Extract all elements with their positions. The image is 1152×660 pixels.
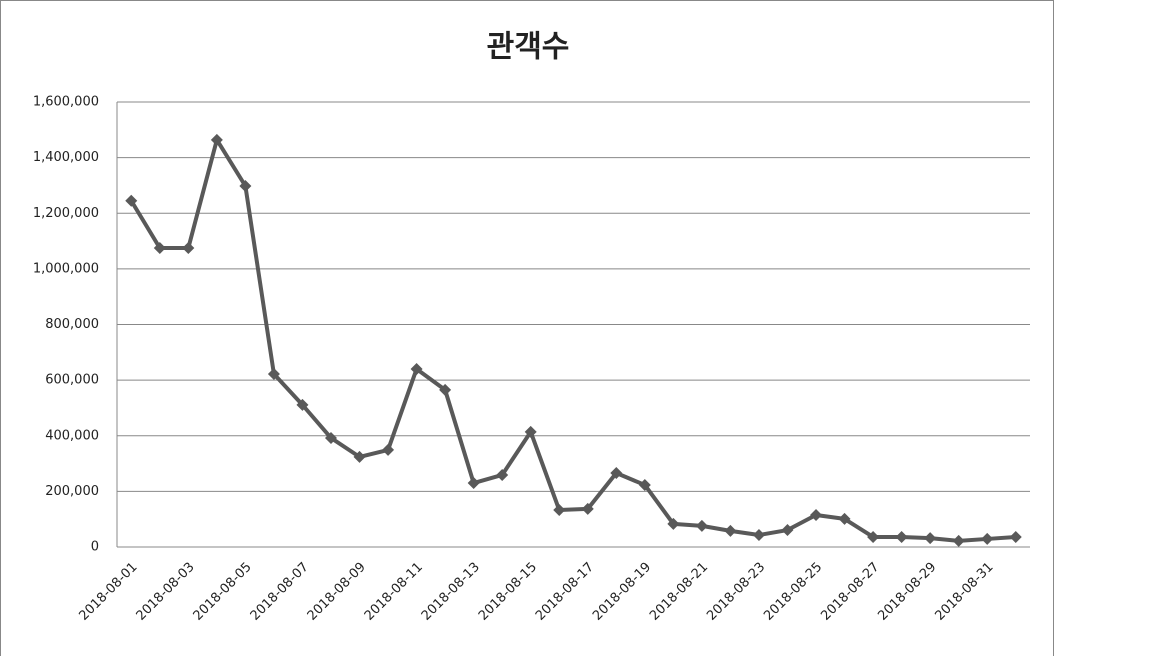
- marker: [1009, 530, 1022, 543]
- marker: [410, 363, 423, 375]
- y-tick-label: 1,000,000: [33, 261, 99, 276]
- marker: [581, 502, 594, 515]
- marker: [553, 504, 566, 517]
- y-tick-label: 800,000: [45, 317, 99, 332]
- marker: [610, 467, 623, 480]
- y-tick-label: 600,000: [45, 373, 99, 388]
- marker: [182, 242, 195, 255]
- marker: [810, 509, 823, 522]
- marker: [895, 530, 908, 543]
- y-tick-label: 400,000: [45, 428, 99, 443]
- y-tick-label: 200,000: [45, 484, 99, 499]
- y-tick-label: 1,400,000: [33, 150, 99, 165]
- marker: [467, 477, 480, 490]
- marker: [667, 517, 680, 530]
- marker: [781, 524, 794, 537]
- marker: [382, 443, 395, 456]
- marker: [439, 383, 452, 396]
- marker: [267, 368, 280, 381]
- marker: [695, 519, 708, 532]
- marker: [867, 530, 880, 543]
- marker: [324, 431, 337, 444]
- marker: [638, 478, 651, 491]
- marker: [153, 242, 166, 255]
- chart-border: [0, 0, 1054, 660]
- chart-title: 관객수: [487, 30, 570, 65]
- marker: [210, 133, 223, 146]
- marker: [924, 532, 937, 545]
- line: [129, 137, 1016, 543]
- marker: [838, 512, 851, 525]
- marker: [296, 398, 309, 411]
- y-tick-label: 0: [91, 540, 99, 555]
- y-tick-label: 1,600,000: [33, 95, 99, 110]
- marker: [724, 524, 737, 537]
- marker: [981, 532, 994, 545]
- marker: [952, 534, 965, 547]
- marker: [125, 194, 138, 207]
- marker: [496, 468, 509, 481]
- marker: [353, 450, 366, 463]
- marker: [752, 529, 765, 542]
- marker: [524, 425, 537, 438]
- y-tick-label: 1,200,000: [33, 206, 99, 221]
- marker: [239, 179, 252, 192]
